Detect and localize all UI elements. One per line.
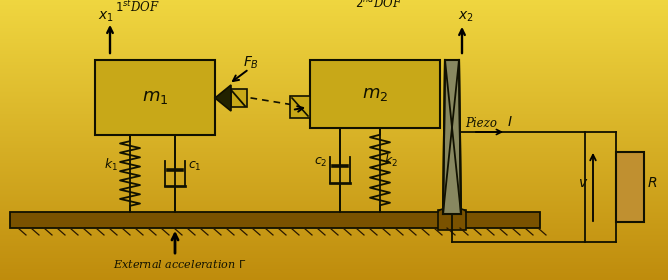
- Bar: [231, 89, 247, 107]
- Text: Piezo: Piezo: [465, 117, 497, 130]
- Text: $F_B$: $F_B$: [243, 55, 259, 71]
- Bar: [616, 152, 644, 222]
- Text: $I$: $I$: [507, 115, 513, 129]
- Text: $v$: $v$: [578, 176, 589, 190]
- Bar: [310, 60, 440, 128]
- Text: $x_1$: $x_1$: [98, 10, 114, 24]
- Polygon shape: [215, 85, 231, 111]
- Text: External acceleration $\Gamma$: External acceleration $\Gamma$: [113, 258, 246, 270]
- Text: $x_2$: $x_2$: [458, 10, 474, 24]
- Bar: [10, 212, 540, 228]
- Text: $m_1$: $m_1$: [142, 88, 168, 106]
- Text: $1^{st}$DOF: $1^{st}$DOF: [115, 0, 160, 15]
- Bar: [438, 210, 466, 230]
- Text: $k_2$: $k_2$: [384, 153, 398, 169]
- Text: $k_1$: $k_1$: [104, 157, 118, 173]
- Text: $m_2$: $m_2$: [362, 85, 388, 103]
- Bar: [290, 96, 310, 118]
- Text: $c_1$: $c_1$: [188, 160, 202, 173]
- Bar: [95, 60, 215, 135]
- Text: $R$: $R$: [647, 176, 657, 190]
- Text: $c_2$: $c_2$: [314, 156, 327, 169]
- Text: $2^{nd}$DOF: $2^{nd}$DOF: [355, 0, 403, 11]
- Polygon shape: [443, 60, 461, 214]
